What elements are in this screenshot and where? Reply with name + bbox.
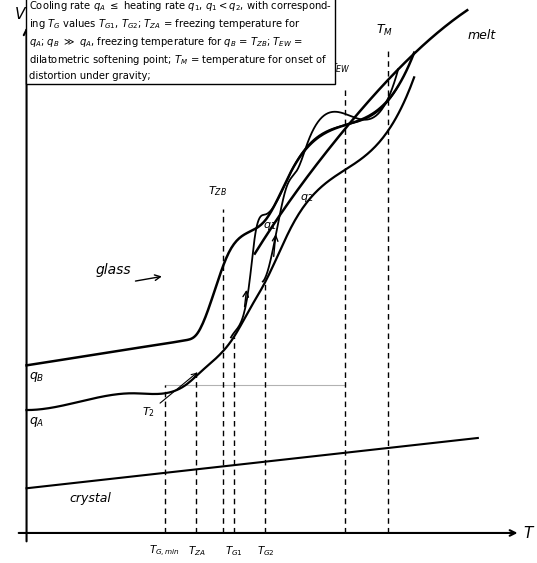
Text: Cooling rate $q_A$ $\leq$ heating rate $q_1$, $q_1 < q_2$, with correspond-
ing : Cooling rate $q_A$ $\leq$ heating rate $… — [29, 0, 332, 81]
Text: $T$: $T$ — [523, 525, 535, 541]
Text: $T_{EW}$: $T_{EW}$ — [329, 61, 351, 75]
Text: $T_2$: $T_2$ — [142, 373, 196, 419]
Text: $V$: $V$ — [13, 6, 27, 22]
Text: $T_{G1}$: $T_{G1}$ — [224, 544, 243, 558]
Text: glass: glass — [96, 263, 131, 278]
Text: crystal: crystal — [69, 492, 111, 505]
Text: $T_{G,min}$: $T_{G,min}$ — [149, 544, 180, 559]
Text: melt: melt — [467, 29, 496, 42]
Text: $q_A$: $q_A$ — [29, 414, 45, 428]
Text: $T_{ZB}$: $T_{ZB}$ — [208, 184, 227, 198]
Text: $T_{G2}$: $T_{G2}$ — [257, 544, 274, 558]
Text: $q_1$: $q_1$ — [263, 220, 276, 231]
Text: $q_2$: $q_2$ — [300, 192, 313, 204]
Text: $T_{ZA}$: $T_{ZA}$ — [187, 544, 205, 558]
Text: $T_M$: $T_M$ — [376, 24, 394, 38]
Text: $q_B$: $q_B$ — [29, 370, 45, 384]
